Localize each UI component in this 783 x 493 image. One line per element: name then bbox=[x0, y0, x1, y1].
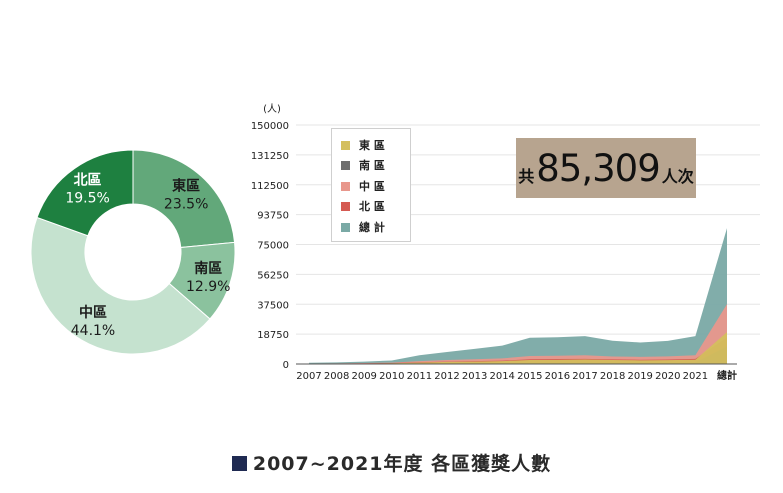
x-tick-label: 2007 bbox=[296, 371, 321, 382]
area-series-total bbox=[309, 228, 727, 364]
x-tick-label: 2016 bbox=[545, 371, 570, 382]
legend-label-total: 總 計 bbox=[359, 221, 385, 234]
area-series-east bbox=[309, 332, 727, 364]
legend-swatch-total bbox=[341, 222, 350, 232]
x-tick-label: 2011 bbox=[407, 371, 432, 382]
y-tick-label: 18750 bbox=[257, 330, 289, 341]
donut-label-name-central: 中區 bbox=[79, 304, 107, 321]
x-tick-label: 2021 bbox=[683, 371, 708, 382]
donut-slice-central bbox=[30, 216, 211, 355]
total-count-box: 共 85,309 人次 bbox=[516, 138, 696, 198]
donut-slice-north bbox=[36, 149, 134, 237]
y-tick-label: 56250 bbox=[257, 270, 289, 281]
area-series-central bbox=[309, 304, 727, 364]
region-donut-chart: 東區 23.5% 南區 12.9% 中區 44.1% 北區 19.5% bbox=[30, 149, 236, 355]
x-tick-label: 2014 bbox=[489, 371, 514, 382]
y-tick-label: 0 bbox=[283, 360, 289, 371]
donut-label-pct-central: 44.1% bbox=[71, 323, 115, 339]
caption-square-icon bbox=[231, 456, 247, 471]
x-tick-label: 2015 bbox=[517, 371, 542, 382]
legend-swatch-central bbox=[341, 181, 350, 191]
x-tick-label: 2008 bbox=[324, 371, 349, 382]
x-tick-label: 2018 bbox=[600, 371, 625, 382]
x-tick-label: 2013 bbox=[462, 371, 487, 382]
donut-label-pct-south: 12.9% bbox=[186, 279, 230, 295]
total-prefix: 共 bbox=[518, 167, 535, 186]
legend-item-east: 東 區 bbox=[341, 138, 385, 152]
y-tick-label: 131250 bbox=[251, 151, 289, 162]
legend-label-central: 中 區 bbox=[359, 180, 385, 193]
donut-label-name-north: 北區 bbox=[74, 172, 102, 188]
x-tick-label: 2019 bbox=[627, 371, 652, 382]
donut-label-name-east: 東區 bbox=[172, 178, 200, 195]
legend-label-south: 南 區 bbox=[359, 159, 385, 172]
y-axis-unit-label: (人) bbox=[263, 103, 281, 115]
y-tick-label: 150000 bbox=[251, 121, 289, 132]
donut-label-pct-north: 19.5% bbox=[65, 190, 109, 206]
x-tick-label: 2017 bbox=[572, 371, 597, 382]
x-tick-label: 總計 bbox=[717, 369, 737, 382]
y-tick-label: 37500 bbox=[257, 300, 289, 311]
x-tick-label: 2010 bbox=[379, 371, 404, 382]
legend-swatch-east bbox=[341, 140, 350, 150]
chart-legend: 東 區 南 區 中 區 北 區 總 計 bbox=[331, 128, 411, 242]
donut-label-pct-east: 23.5% bbox=[164, 197, 208, 213]
caption-text: 2007~2021年度 各區獲獎人數 bbox=[252, 453, 552, 475]
legend-item-south: 南 區 bbox=[341, 158, 385, 172]
donut-label-name-south: 南區 bbox=[194, 260, 222, 277]
y-tick-label: 93750 bbox=[257, 211, 289, 222]
y-tick-label: 75000 bbox=[257, 241, 289, 252]
legend-label-east: 東 區 bbox=[359, 139, 385, 152]
legend-label-north: 北 區 bbox=[359, 200, 385, 213]
legend-item-central: 中 區 bbox=[341, 179, 385, 193]
legend-item-total: 總 計 bbox=[341, 220, 385, 234]
total-unit: 人次 bbox=[661, 167, 694, 186]
x-tick-label: 2020 bbox=[655, 371, 680, 382]
x-tick-label: 2012 bbox=[434, 371, 459, 382]
legend-swatch-south bbox=[341, 160, 350, 170]
donut-slice-east bbox=[132, 149, 236, 249]
legend-swatch-north bbox=[341, 201, 350, 211]
x-tick-label: 2009 bbox=[351, 371, 376, 382]
y-tick-label: 112500 bbox=[251, 181, 289, 192]
chart-caption: 2007~2021年度 各區獲獎人數 bbox=[0, 449, 783, 476]
legend-item-north: 北 區 bbox=[341, 199, 385, 213]
total-number: 85,309 bbox=[536, 146, 660, 190]
